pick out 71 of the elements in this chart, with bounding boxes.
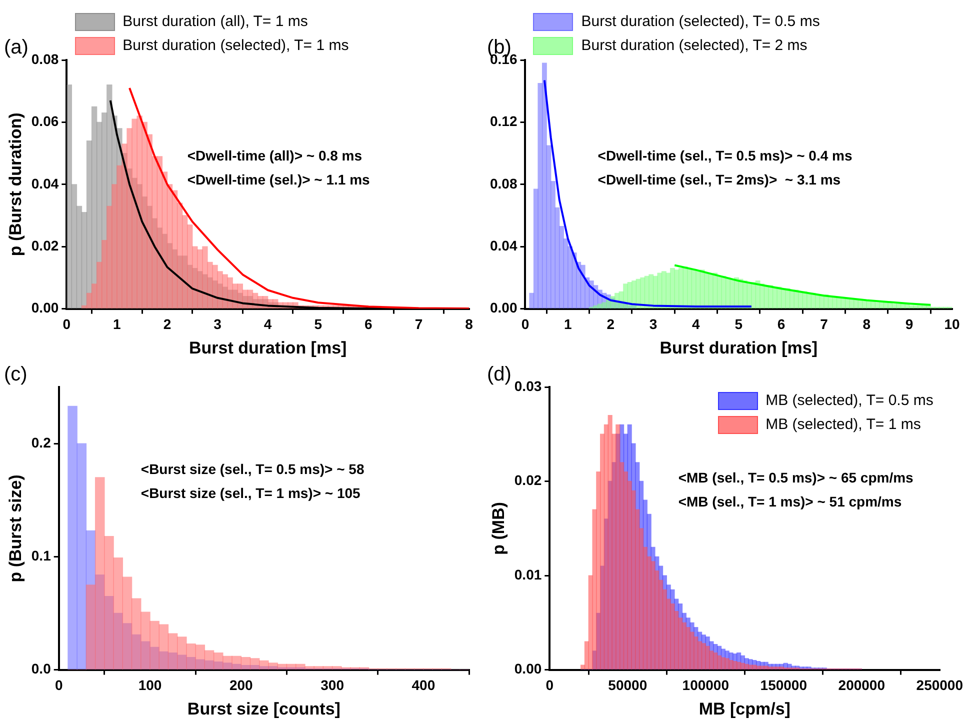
x-tick-label: 7 xyxy=(820,316,828,332)
x-tick-label: 4 xyxy=(264,316,272,332)
x-tick-label: 150000 xyxy=(760,677,808,694)
y-tick-label: 0.03 xyxy=(514,378,542,394)
y-tick-label: 0.01 xyxy=(514,566,542,582)
x-tick-label: 6 xyxy=(777,316,786,332)
x-tick-label: 2 xyxy=(163,316,172,332)
x-tick-label: 5 xyxy=(314,316,322,332)
x-tick-label: 9 xyxy=(905,316,914,332)
annotation: <MB (sel., T= 1 ms)> ~ 51 cpm/ms xyxy=(678,494,902,510)
y-tick-label: 0.12 xyxy=(490,113,518,130)
y-tick-label: 0.1 xyxy=(31,548,52,564)
x-tick-label: 50000 xyxy=(608,677,648,694)
annotation: <Burst size (sel., T= 1 ms)> ~ 105 xyxy=(140,485,361,502)
x-axis-title: Burst size [counts] xyxy=(187,699,340,718)
annotation: <Dwell-time (sel., T= 0.5 ms)> ~ 0.4 ms xyxy=(598,147,852,164)
y-axis-title: p (Burst size) xyxy=(6,474,25,582)
x-tick-label: 300 xyxy=(320,677,344,694)
x-tick-label: 200000 xyxy=(838,677,886,694)
y-tick-label: 0.04 xyxy=(31,175,59,192)
legend-label: Burst duration (all), T= 1 ms xyxy=(122,12,308,32)
y-tick-label: 0.0 xyxy=(31,660,52,677)
y-tick-label: 0.00 xyxy=(514,660,542,677)
x-tick-label: 100000 xyxy=(682,677,730,694)
y-tick-label: 0.2 xyxy=(31,434,52,450)
x-tick-label: 5 xyxy=(734,316,743,332)
y-tick-label: 0.02 xyxy=(514,472,542,488)
annotation: <Dwell-time (sel.)> ~ 1.1 ms xyxy=(187,171,370,188)
x-tick-label: 10 xyxy=(944,316,960,332)
x-tick-label: 1 xyxy=(564,316,572,332)
y-tick-label: 0.04 xyxy=(490,237,518,254)
x-axis-title: MB [cpm/s] xyxy=(698,699,790,718)
y-tick-label: 0.02 xyxy=(31,237,59,254)
y-axis-title: p (Burst duration) xyxy=(6,112,25,256)
legend-label: MB (selected), T= 1 ms xyxy=(766,415,921,435)
x-tick-label: 6 xyxy=(364,316,373,332)
annotation: <Burst size (sel., T= 0.5 ms)> ~ 58 xyxy=(140,461,364,478)
y-tick-label: 0.00 xyxy=(31,300,59,316)
x-tick-label: 7 xyxy=(414,316,423,332)
annotation: <MB (sel., T= 0.5 ms)> ~ 65 cpm/ms xyxy=(678,470,914,486)
legend-label: Burst duration (selected), T= 2 ms xyxy=(581,36,808,56)
x-tick-label: 2 xyxy=(606,316,615,332)
x-tick-label: 0 xyxy=(54,677,63,694)
chart-title: (c) xyxy=(4,364,28,386)
x-tick-label: 8 xyxy=(862,316,871,332)
annotation: <Dwell-time (all)> ~ 0.8 ms xyxy=(187,147,362,164)
y-tick-label: 0.08 xyxy=(31,50,59,67)
x-tick-label: 1 xyxy=(113,316,122,332)
y-axis-title: p (MB) xyxy=(488,502,508,555)
y-tick-label: 0.08 xyxy=(490,175,518,192)
annotation: <Dwell-time (sel., T= 2ms)> ~ 3.1 ms xyxy=(598,171,841,188)
y-tick-label: 0.06 xyxy=(31,113,59,130)
x-tick-label: 200 xyxy=(229,677,254,694)
x-tick-label: 8 xyxy=(465,316,474,332)
legend-label: MB (selected), T= 0.5 ms xyxy=(766,391,934,411)
x-axis-title: Burst duration [ms] xyxy=(660,338,818,358)
x-tick-label: 0 xyxy=(546,677,554,694)
x-tick-label: 400 xyxy=(412,677,436,694)
x-axis-title: Burst duration [ms] xyxy=(188,338,347,358)
x-tick-label: 3 xyxy=(214,316,222,332)
x-tick-label: 100 xyxy=(138,677,162,694)
y-tick-label: 0.00 xyxy=(490,300,518,316)
chart-title: (a) xyxy=(4,36,28,59)
x-tick-label: 3 xyxy=(649,316,658,332)
x-tick-label: 0 xyxy=(521,316,530,332)
chart-title: (d) xyxy=(487,364,512,386)
legend-label: Burst duration (selected), T= 1 ms xyxy=(122,36,349,56)
x-tick-label: 250000 xyxy=(916,677,964,694)
x-tick-label: 4 xyxy=(692,316,700,332)
legend-label: Burst duration (selected), T= 0.5 ms xyxy=(581,12,820,32)
x-tick-label: 0 xyxy=(62,316,71,332)
